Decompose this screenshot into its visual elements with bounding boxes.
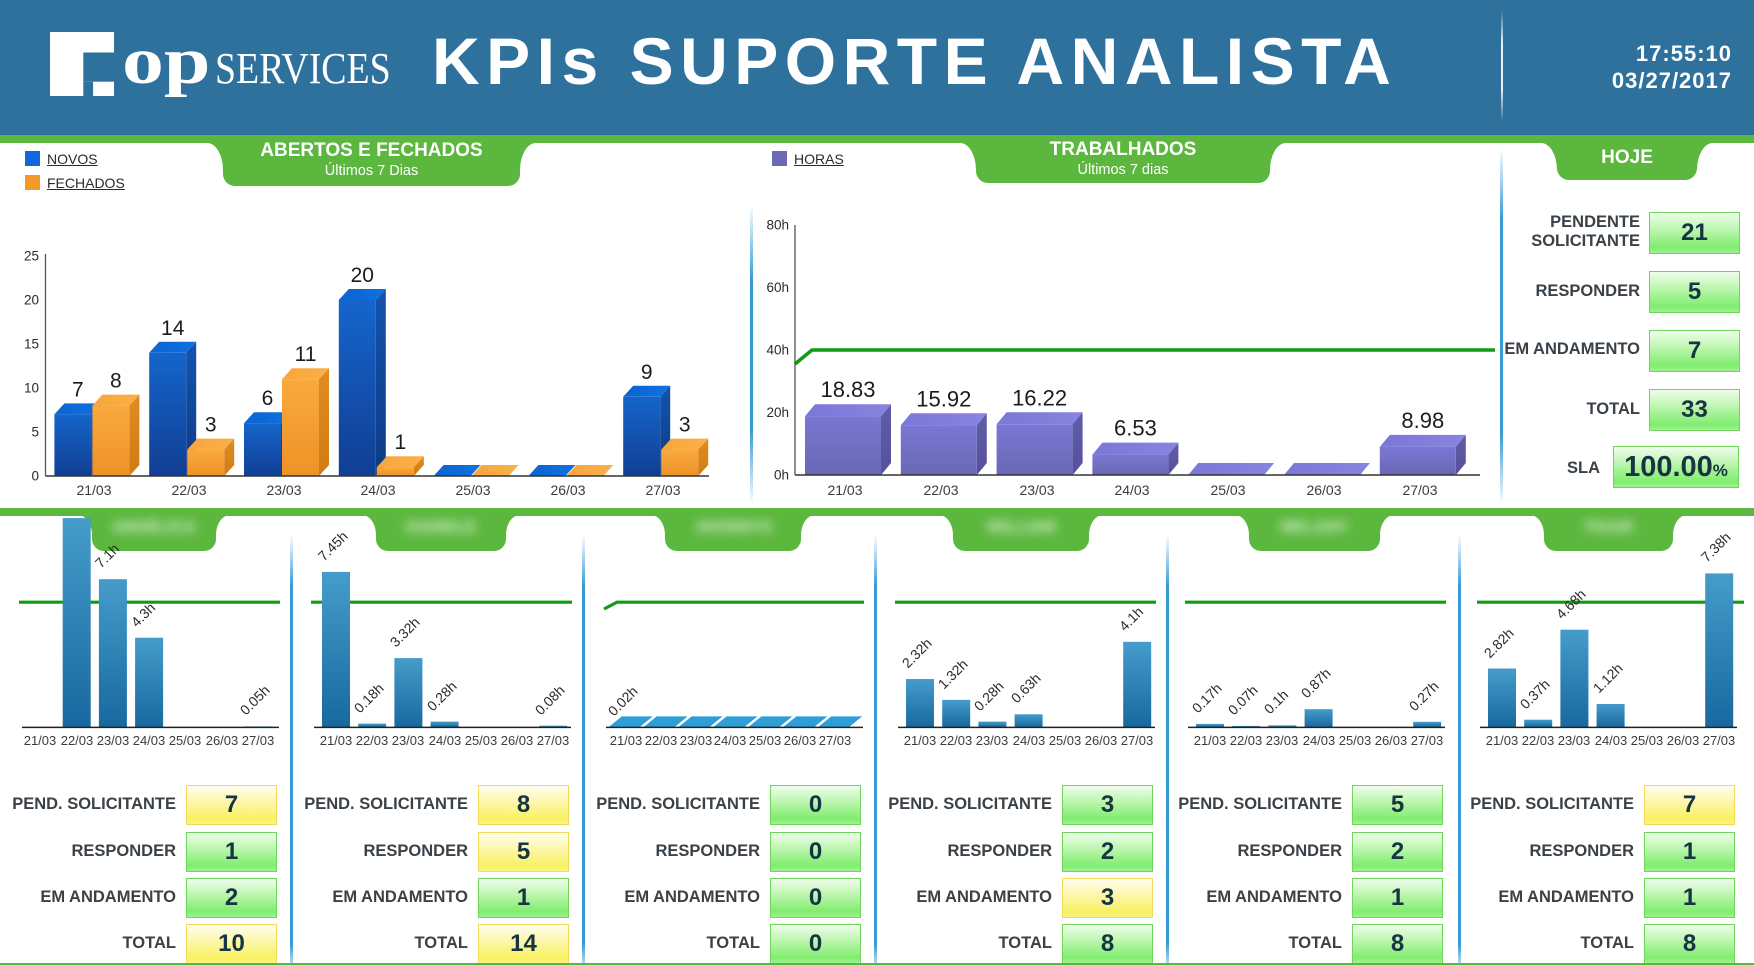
svg-text:5: 5 bbox=[31, 425, 39, 440]
svg-text:20: 20 bbox=[24, 293, 39, 308]
svg-text:3: 3 bbox=[679, 414, 691, 437]
svg-text:20h: 20h bbox=[766, 405, 789, 420]
svg-text:25: 25 bbox=[24, 249, 39, 264]
svg-text:8.98: 8.98 bbox=[1401, 408, 1444, 433]
svg-text:60h: 60h bbox=[766, 280, 789, 295]
svg-text:1: 1 bbox=[394, 431, 406, 454]
svg-text:3: 3 bbox=[205, 414, 217, 437]
svg-text:11: 11 bbox=[295, 343, 317, 366]
svg-text:8: 8 bbox=[110, 370, 122, 393]
svg-text:0: 0 bbox=[31, 469, 39, 484]
svg-text:14: 14 bbox=[161, 317, 185, 340]
svg-text:9: 9 bbox=[641, 361, 653, 384]
svg-text:10: 10 bbox=[24, 381, 39, 396]
svg-text:20: 20 bbox=[351, 264, 374, 287]
svg-text:0h: 0h bbox=[774, 468, 789, 483]
svg-text:18.83: 18.83 bbox=[820, 377, 875, 402]
svg-text:6.53: 6.53 bbox=[1114, 416, 1157, 441]
svg-text:15: 15 bbox=[24, 337, 39, 352]
svg-text:16.22: 16.22 bbox=[1012, 385, 1067, 410]
svg-text:7: 7 bbox=[72, 378, 84, 401]
svg-text:40h: 40h bbox=[766, 343, 789, 358]
svg-text:6: 6 bbox=[262, 387, 274, 410]
svg-text:15.92: 15.92 bbox=[916, 386, 971, 411]
svg-text:80h: 80h bbox=[766, 218, 789, 233]
